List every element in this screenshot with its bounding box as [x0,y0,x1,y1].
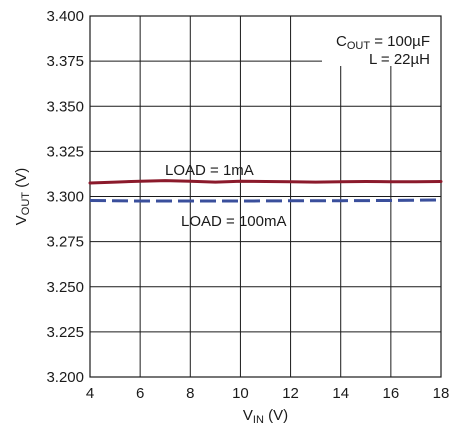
grid-lines [90,16,441,377]
cout-symbol: C [336,33,347,50]
cout-value: = 100µF [370,33,430,50]
y-tick-label: 3.300 [46,189,84,206]
x-tick-label: 18 [433,385,450,402]
x-tick-labels: 4 6 8 10 12 14 16 18 [86,385,450,402]
x-axis-label-unit: (V) [264,407,288,424]
x-tick-label: 16 [383,385,400,402]
x-tick-label: 4 [86,385,94,402]
series-line-load-100ma [89,198,442,203]
y-axis-label-subscript: OUT [20,192,32,216]
series-label-load-100ma: LOAD = 100mA [181,213,286,230]
y-tick-label: 3.350 [46,98,84,115]
series-label-load-1ma: LOAD = 1mA [165,162,254,179]
x-tick-label: 6 [136,385,144,402]
x-axis-label: VIN (V) [243,407,288,425]
x-tick-label: 8 [186,385,194,402]
cout-subscript: OUT [347,40,371,52]
y-axis-label-symbol: V [13,215,30,225]
y-tick-label: 3.375 [46,53,84,70]
data-series [88,179,443,203]
y-tick-label: 3.250 [46,279,84,296]
x-axis-label-subscript: IN [253,414,264,425]
y-tick-label: 3.225 [46,324,84,341]
y-axis-label-unit: (V) [13,168,30,192]
y-tick-label: 3.325 [46,143,84,160]
x-tick-label: 10 [232,385,249,402]
plot-frame [89,15,442,378]
y-tick-label: 3.275 [46,234,84,251]
series-line-load-1ma [88,179,443,185]
cout-condition: COUT = 100µF [336,33,430,52]
x-tick-label: 12 [282,385,299,402]
y-tick-labels: 3.200 3.225 3.250 3.275 3.300 3.325 3.350 3.375… [46,8,84,386]
y-tick-label: 3.400 [46,8,84,25]
x-axis-label-symbol: V [243,407,253,424]
x-tick-label: 14 [332,385,349,402]
y-axis-label: VOUT (V) [13,168,32,225]
inductor-condition: L = 22µH [369,51,430,68]
y-tick-label: 3.200 [46,369,84,386]
